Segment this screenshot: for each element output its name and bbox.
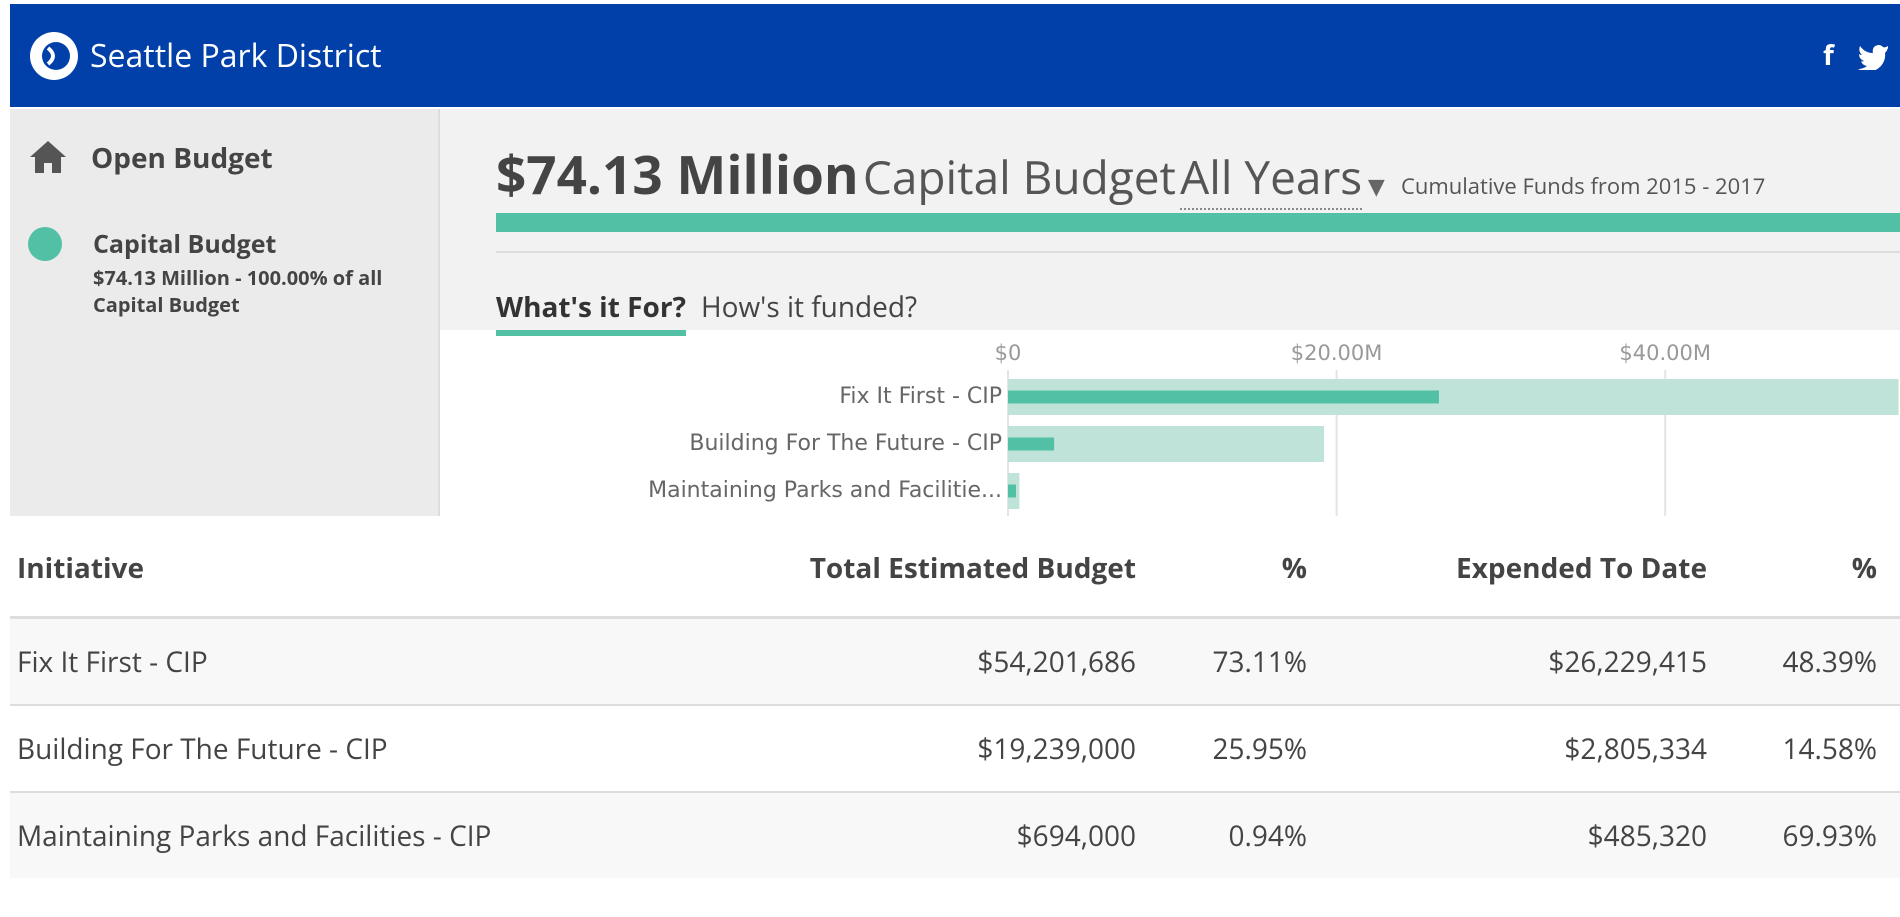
sidebar: Open Budget Capital Budget $74.13 Millio… <box>10 109 440 516</box>
logo <box>30 32 78 80</box>
y-tick-label: Building For The Future - CIP <box>689 431 1002 456</box>
cell: 69.93% <box>1782 817 1877 855</box>
period-select[interactable]: All Years <box>1180 146 1363 210</box>
x-tick-label: $0 <box>995 341 1022 365</box>
table-row <box>10 793 1900 878</box>
cell: 0.94% <box>1228 817 1307 855</box>
table-row <box>10 706 1900 793</box>
bar-chart: $0 $20.00M $40.00M Fix It First - CIP Buildi… <box>648 341 1899 516</box>
cell: 25.95% <box>1212 730 1307 768</box>
site-title[interactable]: Seattle Park District <box>90 34 382 77</box>
tab[interactable]: What's it For? <box>496 288 686 336</box>
nav-heading[interactable]: Open Budget <box>91 139 273 177</box>
home-icon <box>30 141 66 173</box>
header-rule <box>10 616 1900 619</box>
column-header: Initiative <box>17 549 144 587</box>
budget-label: Capital Budget <box>862 146 1176 208</box>
initiative-name: Building For The Future - CIP <box>17 730 388 768</box>
nav-item-detail: $74.13 Million - 100.00% of all Capital … <box>93 264 383 318</box>
x-tick-label: $40.00M <box>1619 341 1711 365</box>
y-tick-label: Fix It First - CIP <box>839 384 1002 409</box>
cell: 14.58% <box>1782 730 1877 768</box>
column-header: % <box>1281 549 1307 587</box>
total-bar <box>496 213 1900 232</box>
nav-item[interactable]: Capital Budget <box>93 227 277 261</box>
budget-bar <box>1008 426 1325 462</box>
cell: $19,239,000 <box>977 730 1136 768</box>
expended-bar <box>1008 390 1439 404</box>
twitter-link[interactable] <box>1858 42 1890 70</box>
cell: $694,000 <box>1016 817 1136 855</box>
header: Seattle Park District f <box>10 4 1900 107</box>
summary-panel: $74.13 Million Capital Budget All Years … <box>440 109 1900 336</box>
column-header: % <box>1851 549 1877 587</box>
cell: $26,229,415 <box>1548 643 1707 681</box>
expended-bar <box>1008 484 1016 498</box>
y-tick-label: Maintaining Parks and Facilitie... <box>648 478 1002 503</box>
initiative-name: Fix It First - CIP <box>17 643 208 681</box>
cell: 48.39% <box>1782 643 1877 681</box>
legend-dot <box>28 227 62 261</box>
cell: $485,320 <box>1587 817 1707 855</box>
cell: $2,805,334 <box>1564 730 1707 768</box>
cell: $54,201,686 <box>977 643 1136 681</box>
summary-note: Cumulative Funds from 2015 - 2017 <box>1401 171 1766 201</box>
tab[interactable]: How's it funded? <box>701 288 918 326</box>
amount: $74.13 Million <box>496 137 859 210</box>
expended-bar <box>1008 437 1055 451</box>
table-row <box>10 619 1900 706</box>
divider <box>496 251 1900 253</box>
column-header: Expended To Date <box>1456 549 1707 587</box>
initiative-name: Maintaining Parks and Facilities - CIP <box>17 817 492 855</box>
column-header: Total Estimated Budget <box>809 549 1136 587</box>
facebook-link[interactable]: f <box>1823 36 1834 74</box>
cell: 73.11% <box>1212 643 1307 681</box>
summary-line: $74.13 Million Capital Budget All Years … <box>496 137 1766 210</box>
x-tick-label: $20.00M <box>1291 341 1383 365</box>
